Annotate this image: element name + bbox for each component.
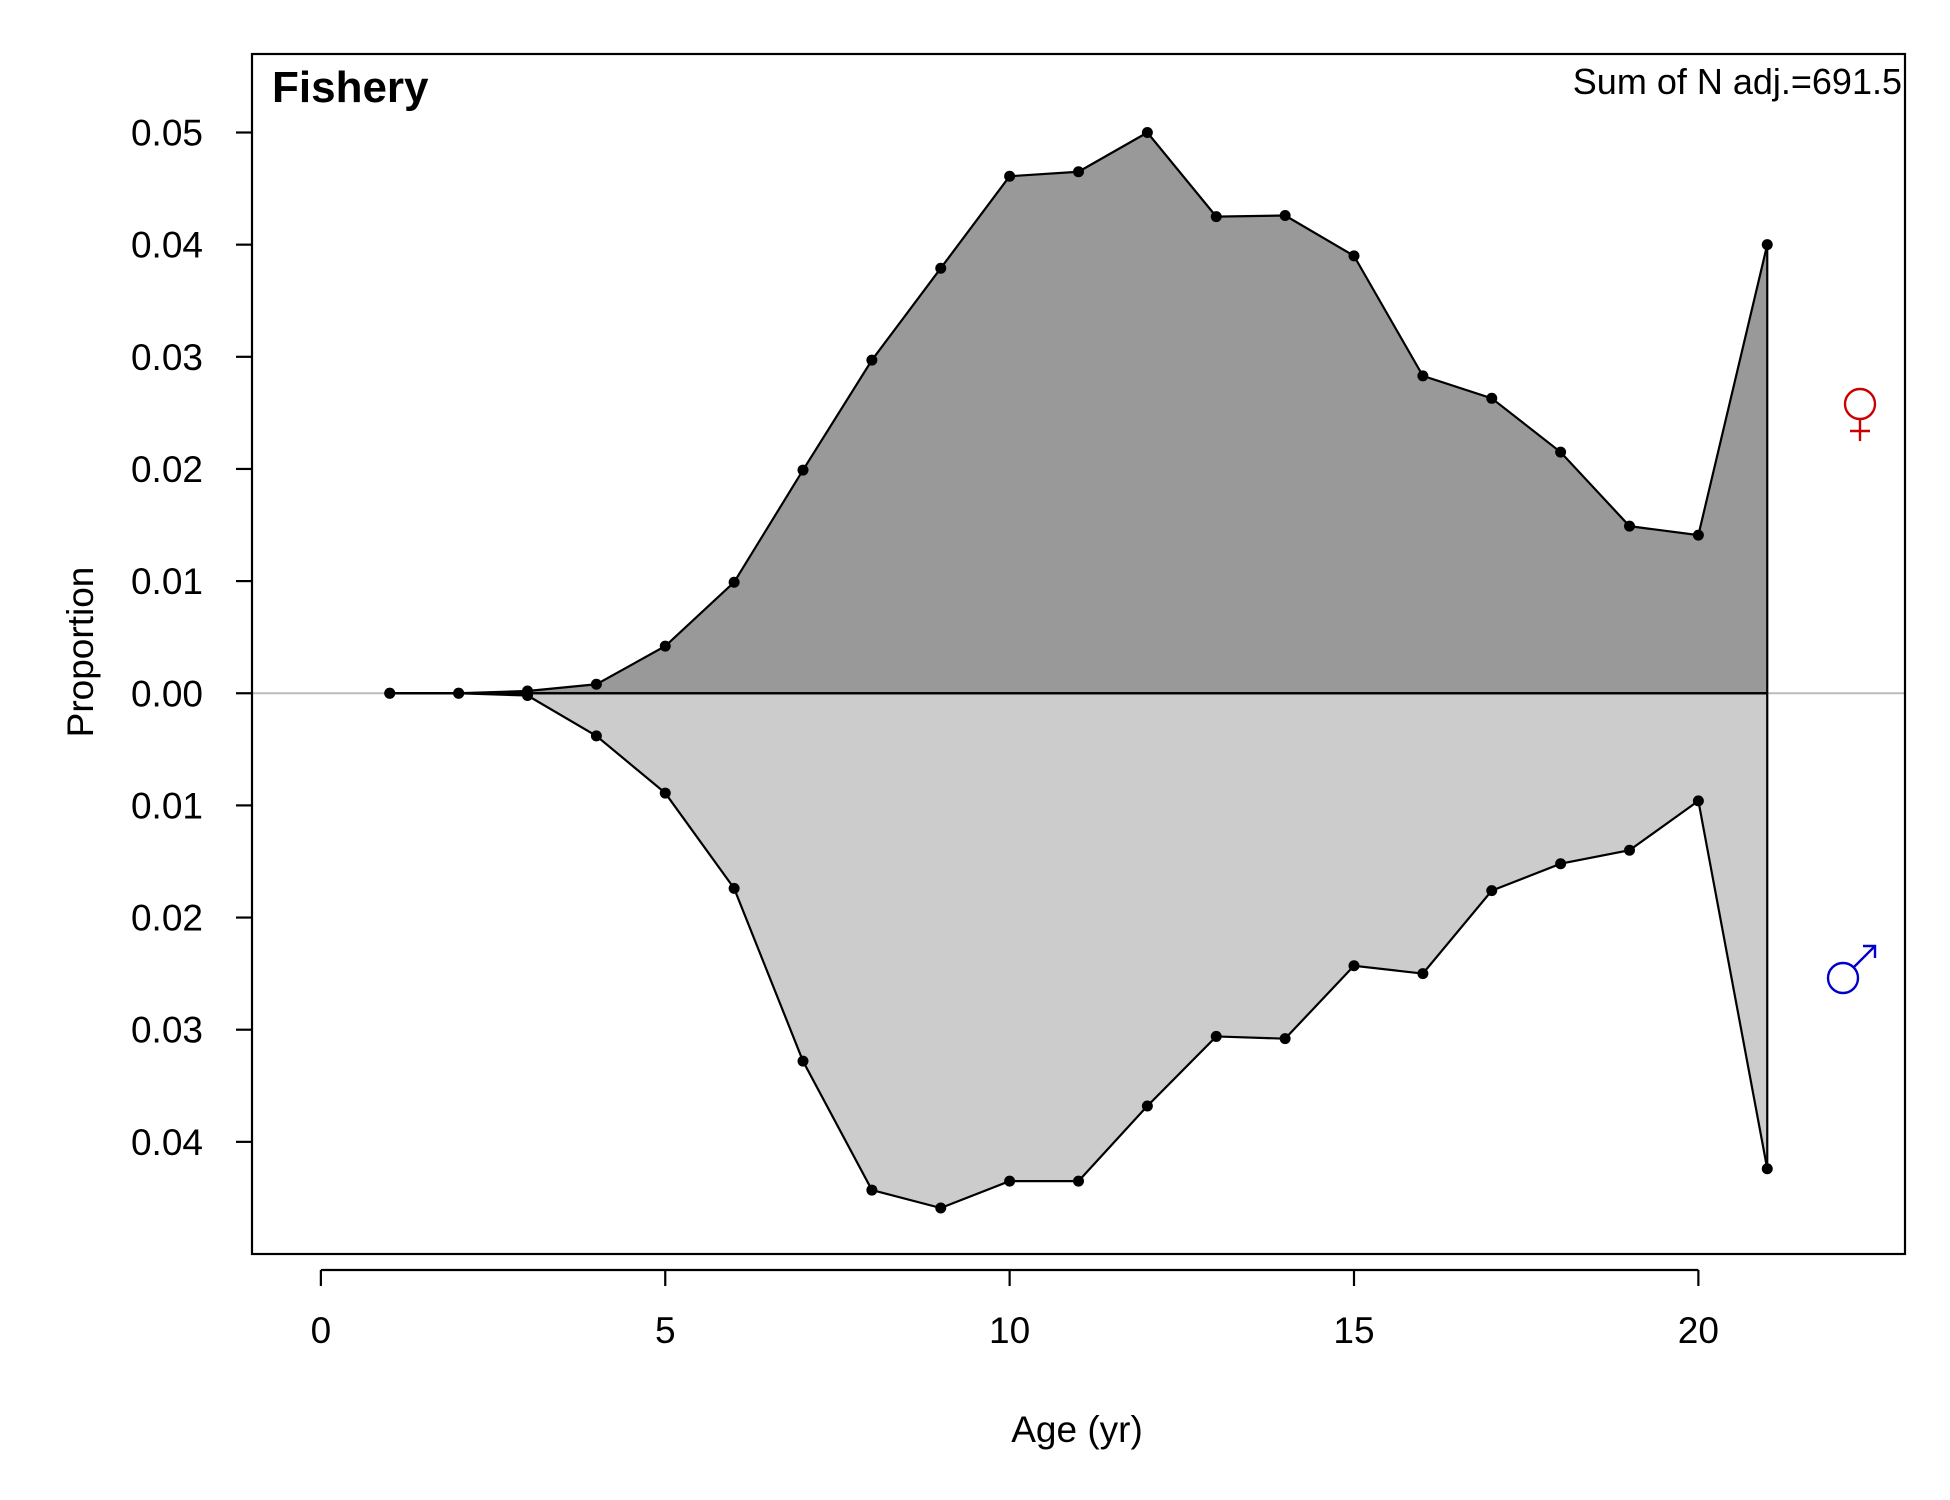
x-tick-label-10: 10 — [989, 1310, 1030, 1351]
data-point-male-age-9 — [935, 1202, 947, 1214]
male-symbol-icon — [1826, 944, 1877, 995]
data-point-male-age-14 — [1279, 1033, 1291, 1045]
x-tick-label-15: 15 — [1333, 1310, 1374, 1351]
data-point-female-age-17 — [1486, 392, 1498, 404]
data-point-female-age-8 — [866, 354, 878, 366]
male-symbol-shaft — [1852, 945, 1876, 969]
data-point-female-age-12 — [1141, 127, 1153, 139]
y-tick-label-0.00: 0.00 — [131, 673, 203, 714]
data-point-male-age-5 — [659, 787, 671, 799]
female-symbol-icon — [1843, 387, 1877, 441]
x-axis-title: Age (yr) — [1011, 1409, 1143, 1450]
plot-frame — [250, 52, 1907, 1256]
data-point-female-age-14 — [1279, 209, 1291, 221]
y-tick-label-male-0.02: 0.02 — [131, 898, 203, 939]
data-point-female-age-15 — [1348, 250, 1360, 262]
data-point-male-age-6 — [728, 882, 740, 894]
data-point-male-age-12 — [1141, 1100, 1153, 1112]
data-point-female-age-19 — [1624, 520, 1635, 532]
data-point-female-age-10 — [1004, 170, 1016, 182]
male-symbol-arrowhead — [1863, 944, 1877, 958]
y-axis-title: Proportion — [60, 567, 101, 738]
sample-size-annotation: Sum of N adj.=691.5 — [1573, 61, 1902, 102]
plot-layer — [252, 127, 1905, 1214]
data-point-male-age-1 — [384, 687, 396, 699]
y-tick-label-0.01: 0.01 — [131, 561, 203, 602]
y-tick-label-0.03: 0.03 — [131, 337, 203, 378]
data-point-male-age-13 — [1210, 1030, 1222, 1042]
x-tick-label-5: 5 — [655, 1310, 676, 1351]
data-point-female-age-11 — [1073, 166, 1084, 178]
series-area-female — [389, 132, 1768, 694]
data-point-male-age-20 — [1692, 795, 1704, 807]
data-point-female-age-5 — [659, 640, 671, 652]
female-symbol-circle — [1843, 387, 1877, 421]
data-point-female-age-21 — [1761, 239, 1773, 251]
data-point-male-age-3 — [522, 689, 533, 701]
data-point-male-age-4 — [590, 730, 602, 742]
y-tick-label-0.05: 0.05 — [131, 113, 203, 154]
y-tick-label-male-0.03: 0.03 — [131, 1010, 203, 1051]
data-point-male-age-17 — [1486, 885, 1498, 897]
y-tick-label-0.04: 0.04 — [131, 225, 203, 266]
data-point-male-age-2 — [453, 687, 465, 699]
data-point-male-age-16 — [1417, 968, 1429, 980]
data-point-female-age-6 — [728, 576, 740, 588]
data-point-male-age-7 — [797, 1055, 809, 1067]
data-point-male-age-19 — [1624, 844, 1635, 856]
data-point-female-age-20 — [1692, 529, 1704, 541]
data-point-male-age-11 — [1073, 1175, 1084, 1187]
data-point-male-age-18 — [1555, 858, 1567, 870]
data-point-male-age-10 — [1004, 1175, 1016, 1187]
data-point-male-age-21 — [1761, 1163, 1773, 1175]
chart-title: Fishery — [272, 63, 429, 112]
y-tick-label-male-0.01: 0.01 — [131, 785, 203, 826]
sex-legend — [1826, 387, 1877, 995]
data-point-female-age-16 — [1417, 370, 1429, 382]
data-point-female-age-4 — [590, 678, 602, 690]
male-symbol-circle — [1826, 961, 1860, 995]
y-tick-label-0.02: 0.02 — [131, 449, 203, 490]
data-point-male-age-8 — [866, 1184, 878, 1196]
data-point-female-age-13 — [1210, 211, 1222, 223]
x-tick-label-0: 0 — [311, 1310, 332, 1351]
y-tick-label-male-0.04: 0.04 — [131, 1122, 203, 1163]
axes-layer: 0 5 10 15 20 0.00 0.01 0.02 0.03 0.04 0.05 0.01 0.02… — [131, 52, 1907, 1351]
data-point-female-age-18 — [1555, 446, 1567, 458]
data-point-female-age-9 — [935, 262, 947, 274]
x-tick-label-20: 20 — [1678, 1310, 1719, 1351]
data-point-male-age-15 — [1348, 960, 1360, 972]
series-area-male — [389, 693, 1768, 1209]
data-point-female-age-7 — [797, 464, 809, 476]
